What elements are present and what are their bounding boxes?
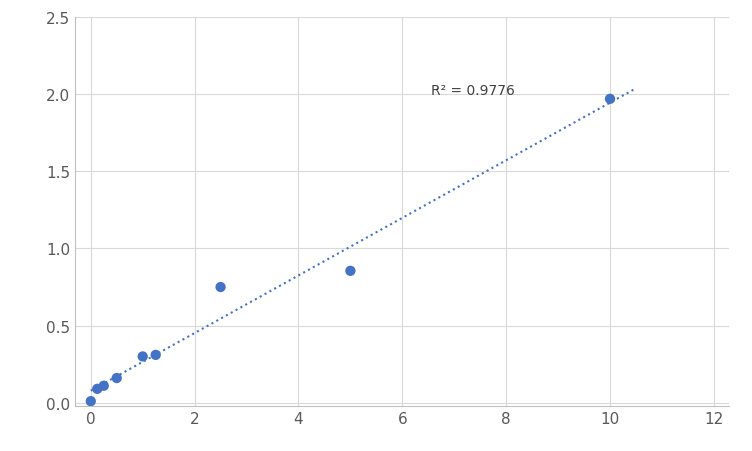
Point xyxy=(111,375,123,382)
Point xyxy=(98,382,110,390)
Point xyxy=(150,351,162,359)
Point xyxy=(85,398,97,405)
Point xyxy=(604,96,616,103)
Point xyxy=(137,353,149,360)
Text: R² = 0.9776: R² = 0.9776 xyxy=(431,83,515,97)
Point xyxy=(91,385,103,392)
Point xyxy=(214,284,226,291)
Point xyxy=(344,267,356,275)
